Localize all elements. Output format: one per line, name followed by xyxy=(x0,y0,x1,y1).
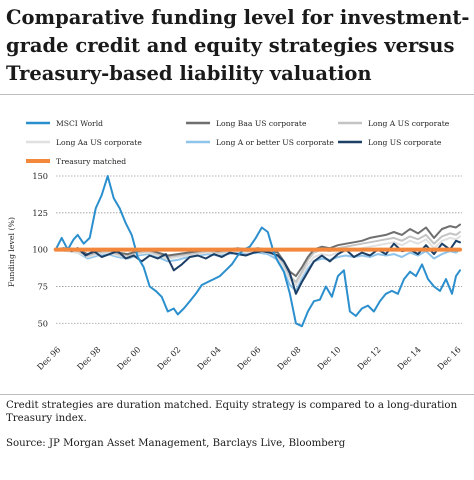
x-tick-label: Dec 06 xyxy=(235,344,263,372)
top-divider xyxy=(0,94,474,95)
legend-label-long-baa-us-corporate: Long Baa US corporate xyxy=(216,119,307,128)
footer-note: Credit strategies are duration matched. … xyxy=(6,400,458,424)
x-tick-label: Dec 16 xyxy=(435,344,463,372)
y-axis-label: Funding level (%) xyxy=(7,217,16,287)
x-tick-label: Dec 04 xyxy=(195,344,223,372)
x-tick-label: Dec 02 xyxy=(155,344,183,372)
chart-title: Comparative funding level for investment… xyxy=(6,6,470,85)
y-tick-label: 75 xyxy=(38,281,48,291)
legend-label-long-a-us-corporate: Long A US corporate xyxy=(368,119,450,128)
legend-label-long-us-corporate: Long US corporate xyxy=(368,138,442,147)
x-tick-label: Dec 10 xyxy=(315,344,343,372)
series-line-long-aa-us-corporate xyxy=(54,235,461,286)
y-tick-label: 150 xyxy=(32,171,48,181)
y-tick-label: 125 xyxy=(32,208,48,218)
chart-legend: MSCI World Long Baa US corporate Long A US… xyxy=(26,119,450,166)
legend-label-msci-world: MSCI World xyxy=(56,119,103,128)
x-tick-label: Dec 14 xyxy=(395,344,423,372)
legend-label-long-aa-us-corporate: Long Aa US corporate xyxy=(56,138,142,147)
series-lines xyxy=(53,175,462,328)
y-tick-label: 50 xyxy=(38,318,48,328)
x-axis-ticks: Dec 96 Dec 98 Dec 00 Dec 02 Dec 04 Dec 06 Dec … xyxy=(35,344,463,372)
legend-label-long-a-or-better-us-corporate: Long A or better US corporate xyxy=(216,138,334,147)
x-tick-label: Dec 12 xyxy=(355,344,383,372)
x-tick-label: Dec 08 xyxy=(275,344,303,372)
series-line-long-us-corporate xyxy=(54,239,461,295)
x-tick-label: Dec 96 xyxy=(35,344,63,372)
series-line-msci-world xyxy=(54,175,461,328)
x-tick-label: Dec 98 xyxy=(75,344,103,372)
y-axis-ticks: 50 75 100 125 150 xyxy=(32,171,48,328)
bottom-divider xyxy=(0,394,474,395)
y-tick-label: 100 xyxy=(32,245,48,255)
x-tick-label: Dec 00 xyxy=(115,344,143,372)
footer-source: Source: JP Morgan Asset Management, Barc… xyxy=(6,438,346,449)
legend-label-treasury-matched: Treasury matched xyxy=(56,157,126,166)
